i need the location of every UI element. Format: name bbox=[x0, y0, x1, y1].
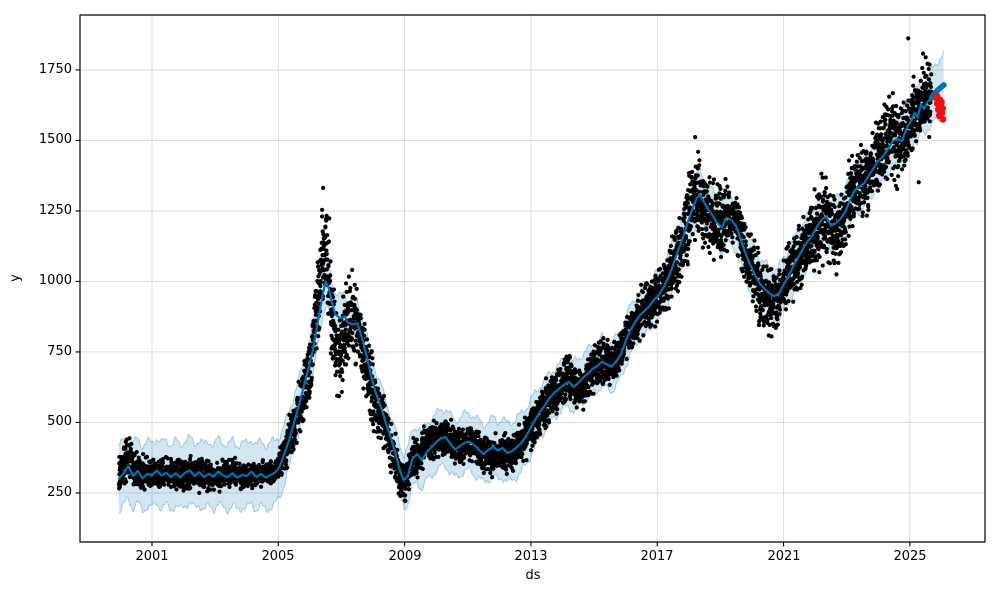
y-tick-label-500: 500 bbox=[47, 414, 72, 429]
x-tick-label-2017: 2017 bbox=[640, 549, 674, 564]
y-tick-label-1500: 1500 bbox=[38, 132, 72, 147]
x-tick-label-2021: 2021 bbox=[767, 549, 801, 564]
y-axis-label: y bbox=[8, 274, 23, 282]
x-tick-label-2009: 2009 bbox=[388, 549, 422, 564]
y-tick-label-250: 250 bbox=[47, 485, 72, 500]
x-tick-label-2013: 2013 bbox=[514, 549, 548, 564]
x-tick-label-2005: 2005 bbox=[261, 549, 295, 564]
y-tick-label-750: 750 bbox=[47, 344, 72, 359]
x-tick-label-2025: 2025 bbox=[893, 549, 927, 564]
y-tick-label-1000: 1000 bbox=[38, 273, 72, 288]
x-tick-label-2001: 2001 bbox=[135, 549, 169, 564]
x-axis-label: ds bbox=[525, 568, 541, 583]
y-tick-label-1250: 1250 bbox=[38, 203, 72, 218]
y-tick-label-1750: 1750 bbox=[38, 62, 72, 77]
